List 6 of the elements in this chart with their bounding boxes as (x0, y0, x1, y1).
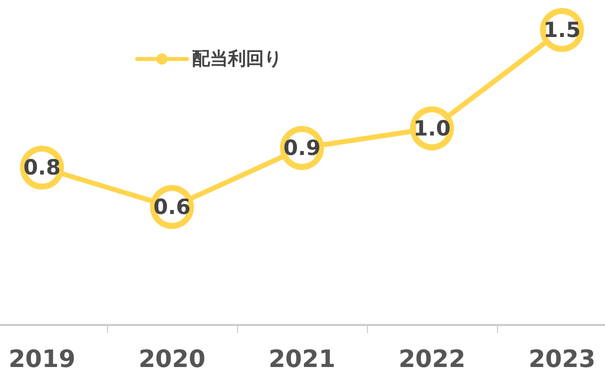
x-tick-label: 2023 (528, 345, 596, 373)
x-tick-label: 2019 (8, 345, 76, 373)
x-tick-label: 2022 (398, 345, 466, 373)
x-tick-label: 2021 (268, 345, 336, 373)
legend-label: 配当利回り (192, 48, 282, 70)
x-tick-label: 2020 (138, 345, 206, 373)
